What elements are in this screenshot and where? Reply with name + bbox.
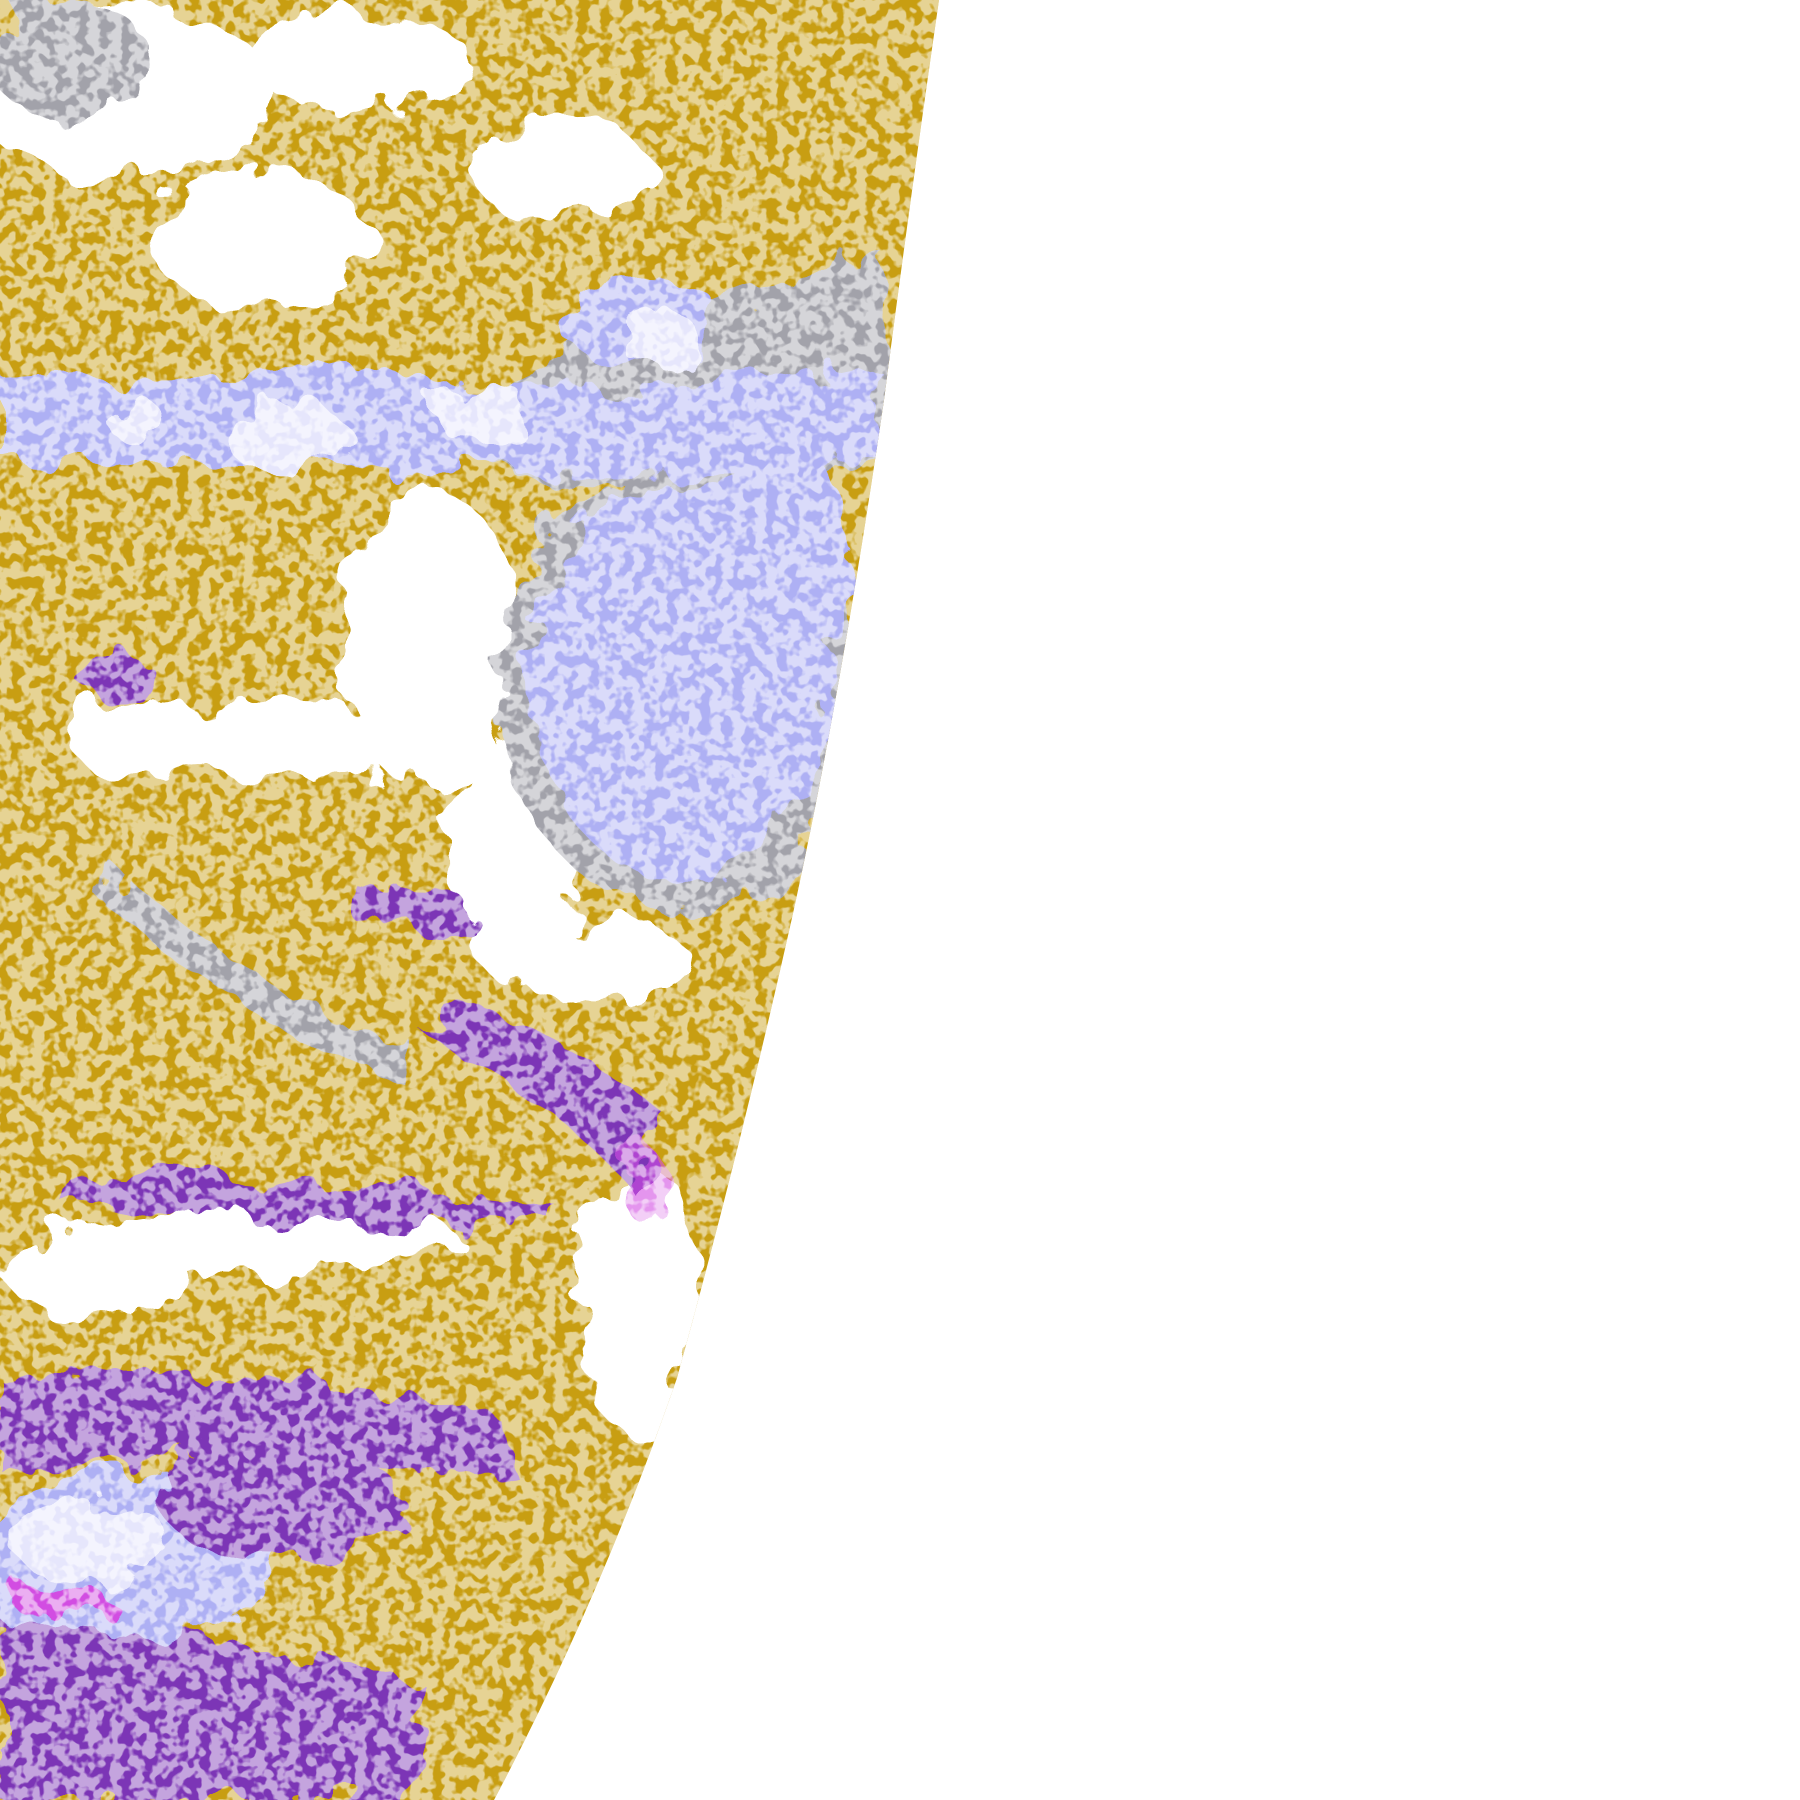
swath-layer xyxy=(0,0,939,1800)
satellite-map-tile[interactable] xyxy=(0,0,1800,1800)
speckle-texture xyxy=(0,0,939,1800)
